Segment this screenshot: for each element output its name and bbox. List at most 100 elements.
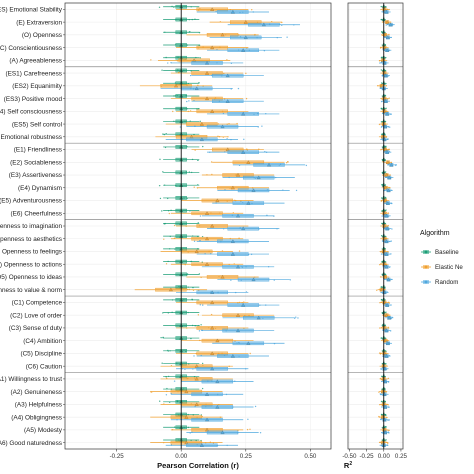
data-point xyxy=(379,288,381,291)
data-point xyxy=(162,312,164,314)
legend-label: Random xyxy=(435,279,458,286)
data-point xyxy=(380,82,383,84)
data-point xyxy=(390,304,392,306)
data-point xyxy=(209,441,212,443)
mean-marker xyxy=(389,162,394,167)
y-tick-label: 4) Openness to actions xyxy=(0,261,62,268)
data-point xyxy=(379,353,382,355)
mean-marker xyxy=(383,124,388,129)
data-point xyxy=(159,197,162,200)
data-point xyxy=(381,123,383,125)
data-point xyxy=(265,304,267,306)
data-point xyxy=(218,136,221,138)
legend-title: Algorithm xyxy=(420,230,450,237)
data-point xyxy=(390,113,392,115)
data-point xyxy=(158,6,161,8)
data-point xyxy=(181,138,184,141)
data-point xyxy=(294,317,296,320)
data-point xyxy=(385,311,387,313)
data-point xyxy=(384,184,387,186)
data-point xyxy=(385,82,387,85)
data-point xyxy=(380,5,382,8)
mean-marker xyxy=(383,73,388,78)
data-point xyxy=(387,381,389,383)
data-point xyxy=(380,234,383,237)
data-point xyxy=(265,112,267,115)
data-point xyxy=(186,288,189,291)
data-point xyxy=(183,69,185,72)
data-point xyxy=(242,11,244,13)
data-point xyxy=(191,158,194,161)
data-point xyxy=(173,120,175,123)
data-point xyxy=(388,342,391,344)
data-point xyxy=(380,200,382,202)
mean-marker xyxy=(199,137,204,141)
data-point xyxy=(384,44,387,46)
mean-marker xyxy=(387,175,392,180)
data-point xyxy=(215,10,217,13)
data-point xyxy=(167,375,170,378)
data-point xyxy=(186,44,189,46)
data-point xyxy=(385,368,388,370)
data-point xyxy=(380,416,383,418)
data-point xyxy=(207,380,209,382)
data-point xyxy=(390,240,392,242)
data-point xyxy=(199,57,201,59)
data-point xyxy=(196,416,198,419)
data-point xyxy=(222,112,225,115)
data-point xyxy=(380,368,382,370)
data-point xyxy=(201,362,204,365)
data-point xyxy=(197,184,199,186)
mean-marker xyxy=(388,22,393,27)
data-point xyxy=(181,367,184,370)
data-point xyxy=(380,400,383,403)
data-point xyxy=(177,56,179,59)
data-point xyxy=(190,87,192,90)
data-point xyxy=(171,5,173,8)
data-point xyxy=(381,432,384,434)
data-point xyxy=(198,81,200,84)
data-point xyxy=(228,263,230,266)
data-point xyxy=(192,368,194,370)
data-point xyxy=(170,393,172,395)
data-point xyxy=(196,187,199,189)
data-point xyxy=(230,279,232,281)
data-point xyxy=(390,317,393,320)
data-point xyxy=(223,354,226,357)
data-point xyxy=(229,237,232,240)
data-point xyxy=(199,120,201,123)
data-point xyxy=(251,202,253,205)
data-point xyxy=(380,263,382,265)
data-point xyxy=(388,419,390,421)
data-point xyxy=(381,298,383,301)
data-point xyxy=(192,88,195,90)
data-point xyxy=(197,9,200,11)
data-point xyxy=(387,138,389,140)
data-point xyxy=(380,253,383,255)
data-point xyxy=(237,432,239,434)
data-point xyxy=(229,187,231,189)
data-point xyxy=(199,240,201,242)
mean-marker xyxy=(210,109,215,113)
data-point xyxy=(379,403,381,406)
data-point xyxy=(199,8,201,10)
x-axis-title-left: Pearson Correlation (r) xyxy=(157,461,239,470)
data-point xyxy=(218,100,221,103)
data-point xyxy=(161,362,163,364)
y-tick-label: (ES) Emotional Stability xyxy=(0,7,63,14)
data-point xyxy=(224,34,227,36)
panel-border xyxy=(347,2,404,450)
data-point xyxy=(183,197,185,199)
data-point xyxy=(188,288,190,291)
data-point xyxy=(279,163,282,166)
data-point xyxy=(205,406,207,408)
data-point xyxy=(391,278,393,281)
data-point xyxy=(202,365,204,367)
mean-marker xyxy=(210,325,215,330)
data-point xyxy=(202,85,204,87)
data-point xyxy=(273,279,275,281)
mean-marker xyxy=(236,264,240,269)
data-point xyxy=(384,337,387,340)
data-point xyxy=(173,237,176,239)
data-point xyxy=(388,97,390,99)
